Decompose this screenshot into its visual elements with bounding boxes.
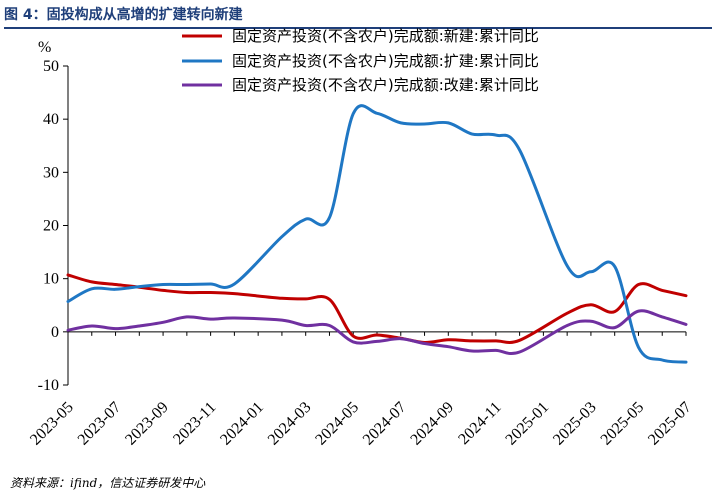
y-tick-label: 20	[43, 218, 59, 235]
chart-series	[66, 104, 688, 364]
y-tick-label: 0	[51, 324, 59, 341]
x-tick-label: 2023-11	[170, 399, 219, 448]
x-tick-label: 2024-03	[265, 399, 315, 449]
x-tick-label: 2024-01	[217, 399, 267, 449]
x-tick-label: 2025-07	[645, 399, 695, 449]
y-tick-label: 40	[43, 111, 59, 128]
y-tick-label: 50	[43, 58, 59, 75]
y-tick-label: 10	[43, 271, 59, 288]
x-tick-label: 2023-09	[122, 399, 172, 449]
legend-entry: 固定资产投资(不含农户)完成额:新建:累计同比	[232, 27, 539, 45]
x-tick-label: 2024-05	[312, 399, 362, 449]
series-line-renovation	[66, 309, 688, 356]
y-axis-unit-label: %	[38, 39, 51, 56]
y-tick-label: -10	[38, 377, 59, 394]
legend-entry: 固定资产投资(不含农户)完成额:扩建:累计同比	[232, 52, 539, 70]
x-tick-label: 2024-11	[455, 399, 504, 448]
x-tick-label: 2025-05	[598, 399, 648, 449]
y-tick-label: 30	[43, 164, 59, 181]
chart-legend: 固定资产投资(不含农户)完成额:新建:累计同比固定资产投资(不含农户)完成额:扩…	[182, 27, 539, 94]
x-tick-label: 2023-07	[75, 399, 125, 449]
x-tick-label: 2024-07	[360, 399, 410, 449]
legend-entry: 固定资产投资(不含农户)完成额:改建:累计同比	[232, 76, 539, 94]
series-line-expansion	[66, 104, 688, 364]
x-tick-label: 2024-09	[407, 399, 457, 449]
title-divider	[4, 27, 712, 29]
x-tick-label: 2025-01	[502, 399, 552, 449]
figure-title: 图 4：固投构成从高增的扩建转向新建	[4, 7, 243, 23]
figure-source-note: 资料来源：ifind，信达证券研发中心	[10, 476, 206, 490]
x-tick-label: 2025-03	[550, 399, 600, 449]
series-line-new-construction	[66, 273, 688, 345]
chart-ticks: -10 0 10 20 30 40 50 2023-052023-072023-092023-…	[27, 58, 695, 449]
x-tick-label: 2023-05	[27, 399, 77, 449]
